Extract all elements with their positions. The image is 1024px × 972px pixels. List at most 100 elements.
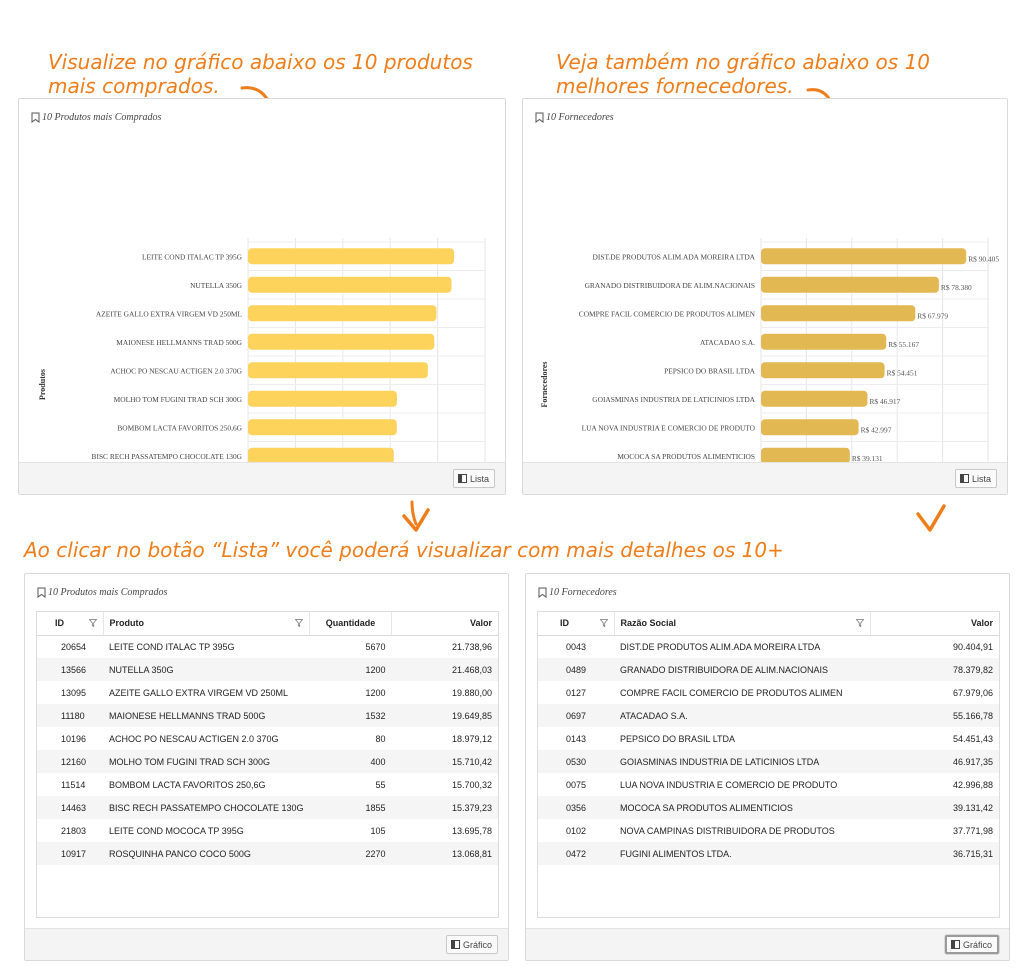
table-cell: 36.715,31 <box>870 842 999 865</box>
table-cell: 13.068,81 <box>391 842 498 865</box>
table-cell: 39.131,42 <box>870 796 999 819</box>
table-cell: BISC RECH PASSATEMPO CHOCOLATE 130G <box>103 796 310 819</box>
data-label: R$ 42.997 <box>861 425 892 434</box>
table-row[interactable]: 13566 NUTELLA 350G 1200 21.468,03 <box>37 658 498 681</box>
table-row[interactable]: 20654 LEITE COND ITALAC TP 395G 5670 21.738… <box>37 635 498 658</box>
table-cell: AZEITE GALLO EXTRA VIRGEM VD 250ML <box>109 687 289 698</box>
table-row[interactable]: 0102 NOVA CAMPINAS DISTRIBUIDORA DE PRODU… <box>538 819 999 842</box>
table-row[interactable]: 0075 LUA NOVA INDUSTRIA E COMERCIO DE PRO… <box>538 773 999 796</box>
panel-title: 10 Fornecedores <box>538 587 617 598</box>
table-cell: MOCOCA SA PRODUTOS ALIMENTICIOS <box>614 796 870 819</box>
category-label: BISC RECH PASSATEMPO CHOCOLATE 130G <box>92 452 243 461</box>
bar[interactable] <box>248 276 452 293</box>
bar[interactable] <box>761 248 967 265</box>
table-cell: 21.468,03 <box>391 658 498 681</box>
bar[interactable] <box>248 305 437 322</box>
table-row[interactable]: 13095 AZEITE GALLO EXTRA VIRGEM VD 250ML 1… <box>37 681 498 704</box>
table-cell: ACHOC PO NESCAU ACTIGEN 2.0 370G <box>109 733 279 744</box>
table-cell: 19.880,00 <box>451 687 492 698</box>
column-header-valor[interactable]: Valor <box>391 612 498 636</box>
table-cell: 1200 <box>309 658 392 681</box>
bar[interactable] <box>248 333 435 350</box>
bar[interactable] <box>761 362 885 379</box>
arrow-icon <box>916 504 946 532</box>
table-row[interactable]: 0489 GRANADO DISTRIBUIDORA DE ALIM.NACION… <box>538 658 999 681</box>
category-label: ATACADAO S.A. <box>700 338 755 347</box>
bar[interactable] <box>248 362 428 379</box>
annotation-line: melhores fornecedores. <box>556 74 794 98</box>
column-header-id[interactable]: ID <box>538 612 615 636</box>
table-row[interactable]: 12160 MOLHO TOM FUGINI TRAD SCH 300G 400 15… <box>37 750 498 773</box>
table-cell: 15.379,23 <box>391 796 498 819</box>
column-header-quantidade[interactable]: Quantidade <box>309 612 393 636</box>
table-row[interactable]: 14463 BISC RECH PASSATEMPO CHOCOLATE 130G… <box>37 796 498 819</box>
bar[interactable] <box>761 276 939 293</box>
bar[interactable] <box>761 390 868 407</box>
table-row[interactable]: 0356 MOCOCA SA PRODUTOS ALIMENTICIOS 39.13… <box>538 796 999 819</box>
panel-title-text: 10 Produtos mais Comprados <box>48 587 168 598</box>
annotation-line: Visualize no gráfico abaixo os 10 produt… <box>48 50 473 74</box>
list-button[interactable]: Lista <box>954 469 997 488</box>
table-row[interactable]: 21803 LEITE COND MOCOCA TP 395G 105 13.695,… <box>37 819 498 842</box>
category-label: AZEITE GALLO EXTRA VIRGEM VD 250ML <box>96 309 243 318</box>
table-cell: BOMBOM LACTA FAVORITOS 250,6G <box>109 779 266 790</box>
annotation-line: Veja também no gráfico abaixo os 10 <box>556 50 931 74</box>
filter-icon[interactable] <box>599 619 608 627</box>
table-cell: ATACADAO S.A. <box>614 704 870 727</box>
y-axis-label: Fornecedores <box>540 361 549 407</box>
bar[interactable] <box>248 248 455 265</box>
table-cell: 0143 <box>566 733 587 744</box>
filter-icon[interactable] <box>88 619 97 627</box>
table-cell: 400 <box>309 750 392 773</box>
bookmark-icon <box>37 587 46 598</box>
chart-panel-suppliers: 10 Fornecedores DIST.DE PRODUTOS ALIM.AD… <box>522 98 1008 495</box>
table-cell: 37.771,98 <box>952 825 993 836</box>
table-row[interactable]: 0127 COMPRE FACIL COMERCIO DE PRODUTOS AL… <box>538 681 999 704</box>
bar[interactable] <box>761 333 887 350</box>
table-cell: 54.451,43 <box>952 733 993 744</box>
column-header-id[interactable]: ID <box>37 612 104 636</box>
column-header-produto[interactable]: Produto <box>103 612 311 636</box>
table-cell: 2270 <box>309 842 392 865</box>
table-cell: 10917 <box>37 842 103 865</box>
table-cell: 1532 <box>309 704 392 727</box>
chart-button[interactable]: Gráfico <box>944 935 999 954</box>
table-row[interactable]: 10196 ACHOC PO NESCAU ACTIGEN 2.0 370G 80 1… <box>37 727 498 750</box>
panel-title: 10 Produtos mais Comprados <box>31 112 161 123</box>
table-row[interactable]: 0043 DIST.DE PRODUTOS ALIM.ADA MOREIRA LT… <box>538 635 999 658</box>
data-label: R$ 67.979 <box>917 311 948 320</box>
data-label: R$ 46.917 <box>870 397 901 406</box>
table-row[interactable]: 0472 FUGINI ALIMENTOS LTDA. 36.715,31 <box>538 842 999 865</box>
bar[interactable] <box>761 447 850 464</box>
panel-footer: Lista <box>523 462 1007 494</box>
table-row[interactable]: 11180 MAIONESE HELLMANNS TRAD 500G 1532 19.… <box>37 704 498 727</box>
filter-icon[interactable] <box>295 619 304 627</box>
chart-button-label: Gráfico <box>462 939 492 950</box>
panel-title-text: 10 Fornecedores <box>546 112 614 123</box>
annotation-middle: Ao clicar no botão “Lista” você poderá v… <box>24 538 784 562</box>
bar[interactable] <box>761 305 916 322</box>
table-row[interactable]: 11514 BOMBOM LACTA FAVORITOS 250,6G 55 15.7… <box>37 773 498 796</box>
table-cell: 0356 <box>538 796 614 819</box>
panel-footer: Lista <box>19 462 505 494</box>
category-label: MOCOCA SA PRODUTOS ALIMENTICIOS <box>617 452 755 461</box>
bar[interactable] <box>248 419 397 436</box>
bar[interactable] <box>248 447 394 464</box>
column-header-razao-social[interactable]: Razão Social <box>614 612 871 636</box>
table-cell: 0075 <box>566 779 587 790</box>
table-cell: 0127 <box>566 687 587 698</box>
table-row[interactable]: 0143 PEPSICO DO BRASIL LTDA 54.451,43 <box>538 727 999 750</box>
panel-title-text: 10 Fornecedores <box>549 587 617 598</box>
bar[interactable] <box>248 390 397 407</box>
list-button[interactable]: Lista <box>452 469 495 488</box>
table-row[interactable]: 0530 GOIASMINAS INDUSTRIA DE LATICINIOS L… <box>538 750 999 773</box>
table-cell: 1855 <box>309 796 392 819</box>
bar[interactable] <box>761 419 859 436</box>
column-header-valor[interactable]: Valor <box>870 612 999 636</box>
table-cell: NUTELLA 350G <box>103 658 310 681</box>
filter-icon[interactable] <box>855 619 864 627</box>
table-row[interactable]: 0697 ATACADAO S.A. 55.166,78 <box>538 704 999 727</box>
panel-title-text: 10 Produtos mais Comprados <box>42 112 162 123</box>
chart-button[interactable]: Gráfico <box>445 935 498 954</box>
table-row[interactable]: 10917 ROSQUINHA PANCO COCO 500G 2270 13.068… <box>37 842 498 865</box>
